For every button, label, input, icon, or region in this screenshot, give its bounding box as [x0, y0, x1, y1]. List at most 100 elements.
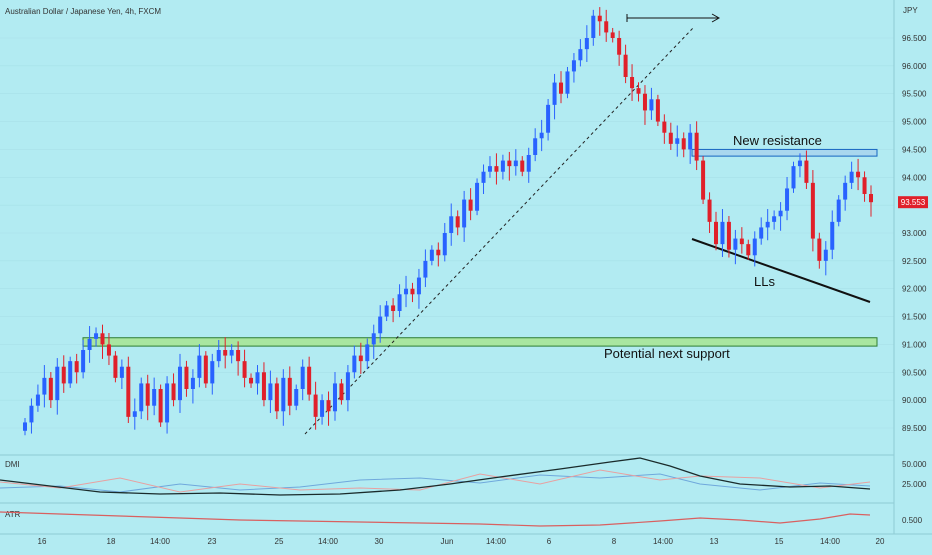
candle-body — [481, 171, 486, 183]
candle-body — [332, 383, 337, 412]
candle — [416, 268, 421, 309]
candle-body — [681, 138, 686, 150]
candle — [242, 349, 247, 388]
candle-body — [772, 216, 777, 222]
candle — [694, 121, 699, 171]
candle — [752, 231, 757, 267]
candle-body — [87, 338, 92, 350]
candle-body — [810, 182, 815, 239]
atr-tick: 0.500 — [902, 516, 923, 525]
candle-body — [610, 32, 615, 38]
candle-body — [565, 71, 570, 94]
candle-body — [494, 166, 499, 172]
price-tick-label: 94.000 — [902, 173, 927, 182]
candle — [371, 324, 376, 359]
time-tick-label: 25 — [275, 537, 284, 546]
candle — [261, 362, 266, 407]
candle — [623, 44, 628, 84]
candle-body — [423, 260, 428, 278]
candle-body — [249, 377, 254, 384]
atr-label: ATR — [5, 510, 21, 519]
candle-body — [158, 389, 163, 423]
candle-body — [862, 177, 867, 194]
resistance-zone — [691, 148, 878, 157]
candle-body — [384, 305, 389, 317]
candle — [507, 151, 512, 181]
candle-body — [539, 132, 544, 139]
candle-body — [313, 394, 318, 417]
candle — [500, 154, 505, 180]
candles-layer — [22, 7, 874, 436]
candle — [856, 158, 861, 191]
candle-body — [733, 238, 738, 250]
candle — [720, 209, 725, 257]
candle-body — [177, 366, 182, 401]
candle — [100, 324, 105, 359]
candle-body — [326, 400, 331, 412]
dmi-plus-line — [0, 473, 871, 493]
candle — [546, 99, 551, 141]
candle-body — [487, 166, 492, 172]
candle-body — [559, 82, 564, 94]
candle-body — [856, 171, 861, 178]
candle — [765, 209, 770, 241]
candle — [520, 156, 525, 177]
time-tick-label: 14:00 — [150, 537, 171, 546]
candle-body — [100, 333, 105, 345]
candle-body — [113, 355, 118, 378]
lower-lows-trendline[interactable] — [691, 238, 871, 303]
candle — [526, 147, 531, 183]
candle — [571, 53, 576, 83]
candle — [274, 377, 279, 420]
candle — [487, 156, 492, 178]
candle — [778, 202, 783, 231]
candle-body — [190, 377, 195, 389]
candle-body — [48, 377, 53, 401]
candle — [255, 365, 260, 395]
candle — [404, 275, 409, 308]
candle — [823, 241, 828, 276]
candle-body — [623, 54, 628, 77]
support-zone — [82, 337, 878, 347]
chart-title: Australian Dollar / Japanese Yen, 4h, FX… — [5, 7, 161, 16]
dmi-adx-line — [0, 457, 871, 496]
candle-body — [701, 160, 706, 200]
candle — [326, 391, 331, 426]
candle-body — [35, 394, 40, 406]
price-axis[interactable]: 96.500 96.000 95.500 95.000 94.500 94.000 93.5… — [902, 34, 927, 433]
time-axis[interactable]: 16 18 14:00 23 25 14:00 30 Jun 14:00 6 8 14:00 13 15 1… — [38, 537, 885, 546]
time-tick-label: 18 — [107, 537, 116, 546]
candle — [223, 337, 228, 369]
candle-body — [520, 160, 525, 172]
candle-body — [584, 38, 589, 50]
candle — [197, 344, 202, 388]
candle-body — [823, 249, 828, 261]
candle-body — [513, 160, 518, 167]
candle — [391, 298, 396, 323]
price-tick-label: 96.500 — [902, 34, 927, 43]
candle — [42, 365, 47, 408]
candle — [429, 245, 434, 266]
candle-body — [830, 221, 835, 250]
candle-body — [236, 350, 241, 362]
candle — [630, 64, 635, 101]
candle-body — [307, 366, 312, 395]
candle — [455, 210, 460, 236]
candle-body — [152, 389, 157, 406]
candle-body — [371, 333, 376, 345]
dmi-tick-50: 50.000 — [902, 460, 927, 469]
candle — [126, 356, 131, 423]
candle-body — [694, 132, 699, 161]
candle-body — [345, 372, 350, 401]
candle-body — [197, 355, 202, 378]
resistance-label: New resistance — [733, 133, 822, 148]
candle — [746, 239, 751, 260]
time-tick-label: 14:00 — [653, 537, 674, 546]
candle-body — [765, 221, 770, 228]
candle — [132, 398, 137, 430]
price-tick-label: 92.500 — [902, 257, 927, 266]
candle-body — [455, 216, 460, 228]
ascending-trendline[interactable] — [304, 27, 694, 435]
candle — [320, 394, 325, 425]
